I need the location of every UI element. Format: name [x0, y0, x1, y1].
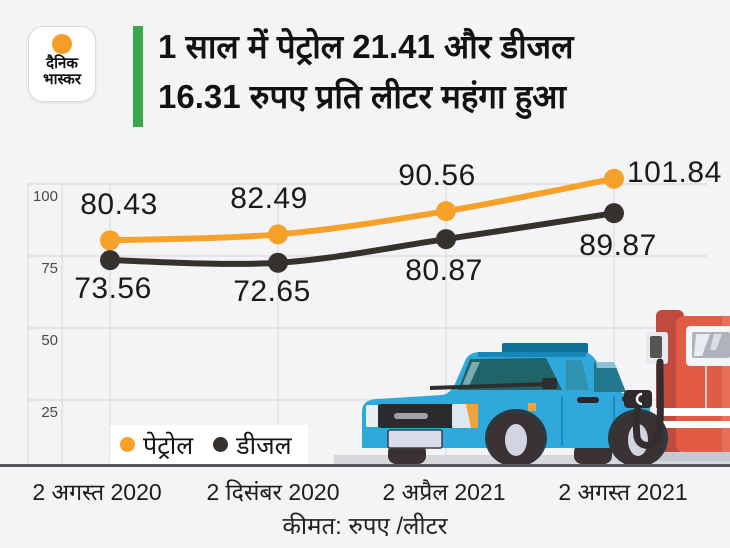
front-window	[566, 360, 589, 390]
title-line-1: 1 साल में पेट्रोल 21.41 और डीजल	[158, 28, 574, 65]
petrol-dot-icon	[120, 437, 135, 452]
point-1-3	[604, 203, 624, 224]
title-line-2: 16.31 रुपए प्रति लीटर महंगा हुआ	[158, 78, 566, 115]
value-label-0-1: 82.49	[230, 182, 308, 216]
y-tick-75: 75	[41, 260, 58, 277]
point-1-0	[100, 250, 120, 271]
car-refueling-illustration	[334, 310, 730, 467]
rear-window	[594, 362, 626, 392]
value-label-0-2: 90.56	[398, 159, 476, 193]
page-title: 1 साल में पेट्रोल 21.41 और डीजल 16.31 रु…	[158, 22, 718, 122]
line-पेट्रोल	[107, 175, 617, 244]
value-label-1-2: 80.87	[405, 254, 483, 288]
turn-indicator	[466, 404, 478, 428]
wiper-trim	[429, 382, 549, 390]
legend-item-diesel: डीजल	[213, 428, 292, 462]
x-label-0: 2 अगस्त 2020	[32, 479, 162, 505]
legend-item-petrol: पेट्रोल	[120, 428, 193, 462]
sun-icon	[52, 34, 72, 54]
legend-label-diesel: डीजल	[236, 431, 292, 460]
point-1-1	[268, 252, 288, 273]
value-label-1-0: 73.56	[74, 272, 152, 306]
logo-text-line2: भास्कर	[43, 71, 81, 88]
chart-legend: पेट्रोल डीजल	[110, 425, 308, 464]
windshield	[458, 358, 562, 390]
legend-label-petrol: पेट्रोल	[143, 431, 194, 460]
value-label-0-0: 80.43	[80, 188, 158, 222]
point-0-1	[268, 224, 288, 245]
point-0-0	[100, 230, 120, 251]
y-tick-50: 50	[41, 332, 58, 349]
point-0-3	[604, 168, 624, 189]
fuel-hose	[624, 358, 664, 449]
door-handle	[577, 397, 599, 403]
headlight	[366, 405, 378, 427]
logo-text-line1: दैनिक	[46, 55, 78, 72]
license-plate	[387, 429, 443, 449]
sunroof	[502, 343, 588, 354]
value-label-1-3: 89.87	[579, 229, 657, 263]
title-accent-bar	[133, 26, 143, 127]
point-1-2	[436, 229, 456, 250]
y-tick-100: 100	[32, 188, 58, 205]
value-label-0-3: 101.84	[627, 155, 722, 189]
dainik-bhaskar-logo: दैनिक भास्कर	[28, 26, 96, 102]
value-label-1-1: 72.65	[233, 274, 311, 308]
x-label-3: 2 अगस्त 2021	[558, 479, 688, 505]
blue-sedan-car	[362, 343, 668, 467]
side-mirror	[542, 378, 557, 389]
x-label-2: 2 अप्रैल 2021	[382, 479, 506, 505]
line-डीजल	[107, 210, 617, 267]
point-0-2	[436, 201, 456, 222]
x-axis-line	[0, 464, 730, 467]
unit-note: कीमत: रुपए /लीटर	[282, 513, 448, 540]
x-label-1: 2 दिसंबर 2020	[206, 479, 340, 505]
y-tick-25: 25	[41, 404, 58, 421]
diesel-dot-icon	[213, 437, 229, 452]
